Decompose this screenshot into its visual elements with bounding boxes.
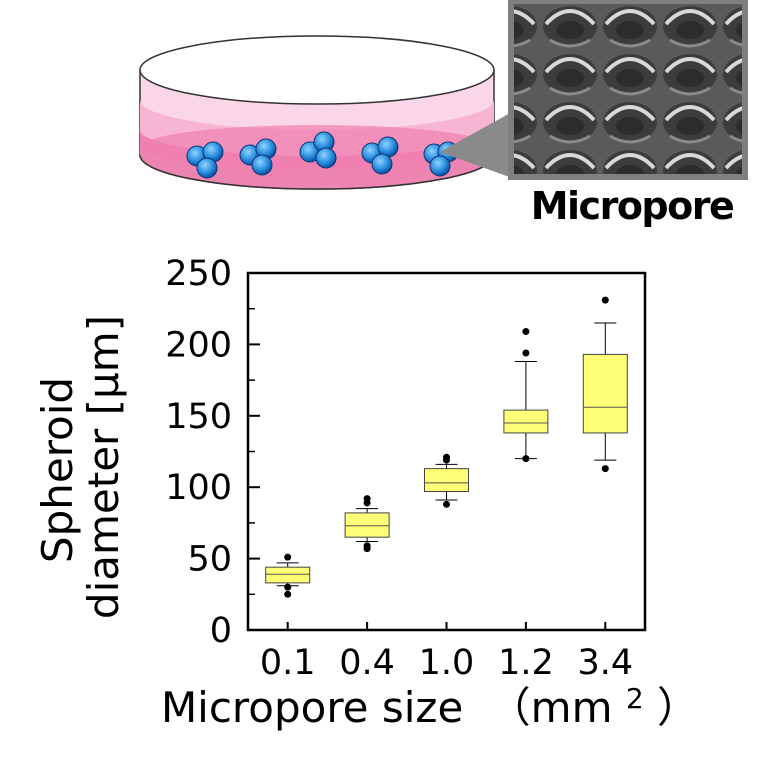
outlier-point (443, 500, 450, 508)
y-axis-title-line2: diameter [μm] (79, 315, 128, 619)
callout-wedge (440, 112, 512, 178)
y-tick-label: 150 (165, 397, 232, 437)
x-axis: 0.1 0.4 1.0 1.2 3.4 (260, 622, 633, 683)
petri-dish-icon (139, 35, 495, 190)
box-3.4 (582, 296, 628, 473)
box-1.2 (503, 328, 549, 463)
outlier-point (522, 328, 530, 336)
outlier-point (443, 453, 450, 461)
micropore-label: Micropore (530, 184, 735, 228)
outlier-point (601, 465, 609, 473)
box-1.0 (424, 453, 469, 508)
boxes (265, 296, 628, 598)
x-axis-title: Micropore size （mm 2 ） (161, 669, 699, 732)
x-tick-label: 3.4 (577, 643, 633, 683)
iqr-box (265, 566, 311, 584)
illustration (139, 0, 748, 190)
y-tick-label: 100 (165, 468, 232, 508)
y-tick-label: 250 (165, 254, 232, 294)
y-tick-label: 50 (187, 540, 232, 580)
box-0.1 (265, 553, 311, 598)
iqr-box (503, 409, 549, 434)
iqr-box (344, 512, 390, 538)
x-tick-label: 0.4 (339, 643, 395, 683)
x-axis-title-unit-sup: 2 (626, 682, 644, 715)
outlier-point (284, 553, 292, 561)
micropore-micrograph-icon (508, 0, 748, 180)
outlier-point (284, 590, 292, 598)
outlier-point (522, 349, 530, 357)
outlier-point (284, 583, 292, 591)
outlier-point (363, 542, 371, 550)
y-axis-title-line1: Spheroid (33, 377, 82, 563)
outlier-point (522, 455, 530, 463)
outlier-point (363, 495, 371, 503)
y-tick-label: 200 (165, 325, 232, 365)
x-axis-title-unit-open: （mm (489, 683, 613, 732)
y-tick-label: 0 (210, 611, 232, 651)
iqr-box (424, 468, 469, 492)
x-axis-title-unit-close: ） (657, 683, 699, 732)
cell-cluster-icon (186, 131, 459, 179)
iqr-box (582, 353, 628, 434)
x-tick-label: 1.0 (419, 643, 475, 683)
x-axis-title-main: Micropore size (161, 683, 463, 732)
x-tick-label: 1.2 (498, 643, 554, 683)
outlier-point (601, 296, 609, 304)
x-tick-label: 0.1 (260, 643, 316, 683)
box-0.4 (344, 495, 390, 553)
y-axis: 0 50 100 150 200 250 (165, 254, 260, 651)
